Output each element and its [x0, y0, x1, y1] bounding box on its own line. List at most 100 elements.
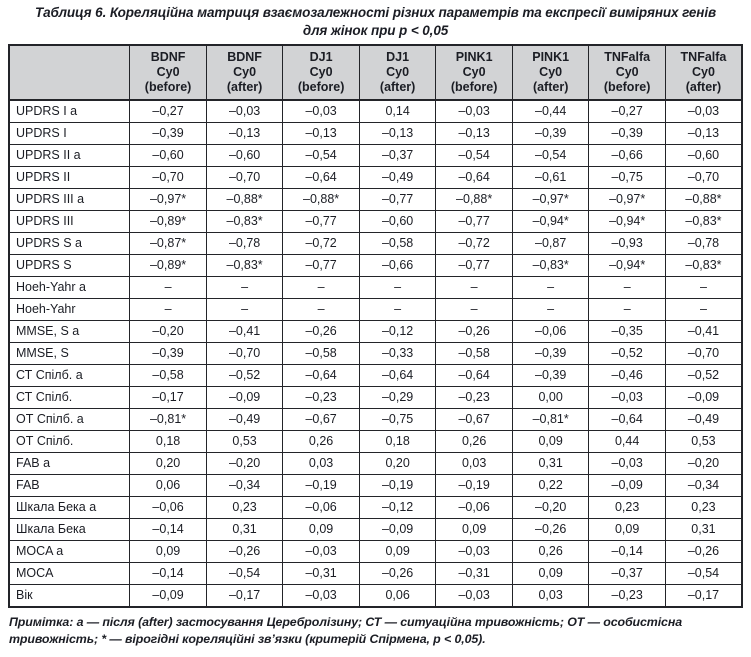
correlation-cell: –: [664, 298, 743, 322]
correlation-cell: –0,67: [435, 408, 513, 432]
correlation-cell: –0,09: [664, 386, 743, 410]
table-row: MMSE, S –0,39 –0,70 –0,58 –0,33 –0,58 –0,39 –0,…: [8, 342, 743, 366]
correlation-cell: 0,09: [588, 518, 666, 542]
correlation-cell: 0,26: [511, 540, 590, 564]
row-label: FAB а: [8, 452, 131, 476]
correlation-cell: –: [588, 298, 666, 322]
table-row: MOCA –0,14 –0,54 –0,31 –0,26 –0,31 0,09 –0,37 –0…: [8, 562, 743, 586]
table-row: MOCA а 0,09 –0,26 –0,03 0,09 –0,03 0,26 –0,14 –0…: [8, 540, 743, 564]
correlation-cell: –: [282, 276, 360, 300]
correlation-cell: –0,44: [511, 99, 590, 124]
correlation-cell: –0,66: [588, 144, 666, 168]
correlation-cell: –0,20: [664, 452, 743, 476]
correlation-cell: –: [282, 298, 360, 322]
correlation-cell: –0,13: [435, 122, 513, 146]
correlation-cell: –0,93: [588, 232, 666, 256]
correlation-cell: –0,13: [664, 122, 743, 146]
row-label: СТ Спілб. а: [8, 364, 131, 388]
correlation-cell: –0,60: [129, 144, 207, 168]
correlation-cell: 0,09: [435, 518, 513, 542]
correlation-cell: –0,64: [435, 166, 513, 190]
correlation-cell: –0,13: [358, 122, 437, 146]
row-label: MMSE, S а: [8, 320, 131, 344]
correlation-cell: –0,26: [358, 562, 437, 586]
correlation-cell: 0,18: [358, 430, 437, 454]
column-header: DJ1 Cy0 (before): [282, 44, 360, 102]
correlation-cell: 0,00: [511, 386, 590, 410]
correlation-cell: –0,09: [588, 474, 666, 498]
correlation-cell: –0,39: [511, 122, 590, 146]
correlation-cell: –0,41: [664, 320, 743, 344]
row-label: СТ Спілб.: [8, 386, 131, 410]
correlation-cell: –0,06: [129, 496, 207, 520]
correlation-cell: –0,77: [358, 188, 437, 212]
table-header: BDNF Cy0 (before) BDNF Cy0 (after) DJ1 Cy0…: [8, 44, 743, 102]
correlation-cell: –0,88*: [664, 188, 743, 212]
correlation-cell: –0,54: [282, 144, 360, 168]
correlation-cell: –0,66: [358, 254, 437, 278]
correlation-cell: –0,87: [511, 232, 590, 256]
correlation-cell: 0,31: [511, 452, 590, 476]
table-row: Hoeh-Yahr а – – – – – – – –: [8, 276, 743, 300]
correlation-cell: –0,20: [129, 320, 207, 344]
correlation-cell: –: [435, 298, 513, 322]
correlation-cell: –0,23: [588, 584, 666, 608]
correlation-cell: –0,41: [205, 320, 284, 344]
table-row: Вік –0,09 –0,17 –0,03 0,06 –0,03 0,03 –0,23 –0,1…: [8, 584, 743, 608]
correlation-cell: 0,03: [511, 584, 590, 608]
correlation-cell: –0,64: [588, 408, 666, 432]
correlation-cell: –0,89*: [129, 254, 207, 278]
correlation-matrix-table: BDNF Cy0 (before) BDNF Cy0 (after) DJ1 Cy0…: [8, 43, 743, 609]
correlation-cell: –0,97*: [511, 188, 590, 212]
row-label: UPDRS I а: [8, 99, 131, 124]
correlation-cell: –0,34: [205, 474, 284, 498]
table-row: FAB а 0,20 –0,20 0,03 0,20 0,03 0,31 –0,03 –0,20: [8, 452, 743, 476]
correlation-cell: –0,72: [435, 232, 513, 256]
row-label: MOCA а: [8, 540, 131, 564]
correlation-cell: –0,26: [664, 540, 743, 564]
table-row: UPDRS I а –0,27 –0,03 –0,03 0,14 –0,03 –0,44 –0…: [8, 99, 743, 124]
correlation-cell: –0,06: [282, 496, 360, 520]
column-header: TNFalfa Cy0 (before): [588, 44, 666, 102]
correlation-cell: –0,13: [205, 122, 284, 146]
column-header: PINK1 Cy0 (after): [511, 44, 590, 102]
correlation-cell: –0,26: [435, 320, 513, 344]
correlation-cell: –0,14: [129, 518, 207, 542]
table-row: UPDRS III –0,89* –0,83* –0,77 –0,60 –0,77 –0,9…: [8, 210, 743, 234]
correlation-cell: –0,52: [205, 364, 284, 388]
correlation-cell: –0,52: [588, 342, 666, 366]
correlation-cell: –: [588, 276, 666, 300]
correlation-cell: –0,03: [664, 99, 743, 124]
table-row: FAB 0,06 –0,34 –0,19 –0,19 –0,19 0,22 –0,09 –0,3…: [8, 474, 743, 498]
correlation-cell: 0,03: [282, 452, 360, 476]
correlation-cell: 0,09: [129, 540, 207, 564]
correlation-cell: –0,60: [664, 144, 743, 168]
correlation-cell: –0,58: [358, 232, 437, 256]
correlation-cell: –0,27: [588, 99, 666, 124]
correlation-cell: –0,49: [664, 408, 743, 432]
correlation-cell: –0,64: [435, 364, 513, 388]
correlation-cell: –0,19: [358, 474, 437, 498]
correlation-cell: –: [358, 276, 437, 300]
correlation-cell: –0,49: [358, 166, 437, 190]
correlation-cell: –0,19: [435, 474, 513, 498]
correlation-cell: –0,06: [511, 320, 590, 344]
table-row: Hoeh-Yahr – – – – – – – –: [8, 298, 743, 322]
correlation-cell: –: [205, 276, 284, 300]
correlation-cell: –: [358, 298, 437, 322]
correlation-cell: –0,58: [282, 342, 360, 366]
table-row: ОТ Спілб. 0,18 0,53 0,26 0,18 0,26 0,09 0,44 0,5…: [8, 430, 743, 454]
correlation-cell: –0,03: [205, 99, 284, 124]
correlation-cell: –0,31: [282, 562, 360, 586]
correlation-cell: –0,67: [282, 408, 360, 432]
correlation-cell: –0,03: [282, 584, 360, 608]
table-row: СТ Спілб. –0,17 –0,09 –0,23 –0,29 –0,23 0,00 –0…: [8, 386, 743, 410]
column-header: PINK1 Cy0 (before): [435, 44, 513, 102]
correlation-cell: –0,37: [588, 562, 666, 586]
correlation-cell: –0,03: [282, 540, 360, 564]
correlation-cell: –0,64: [282, 166, 360, 190]
correlation-cell: –0,39: [588, 122, 666, 146]
correlation-cell: 0,20: [129, 452, 207, 476]
correlation-cell: –: [435, 276, 513, 300]
